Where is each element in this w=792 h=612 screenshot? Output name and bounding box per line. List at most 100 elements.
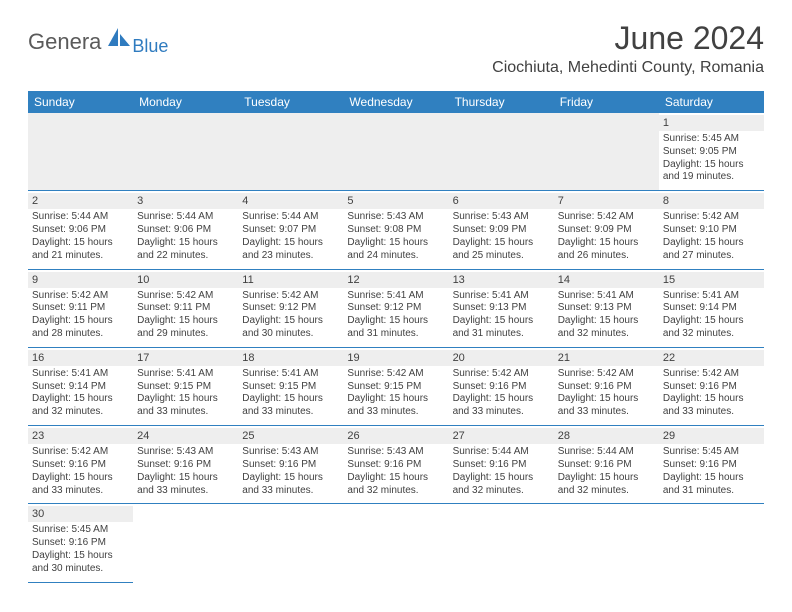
sunrise-text: Sunrise: 5:43 AM [242, 446, 339, 459]
day-number: 13 [449, 272, 554, 288]
calendar-cell: 15Sunrise: 5:41 AMSunset: 9:14 PMDayligh… [659, 269, 764, 347]
sunrise-text: Sunrise: 5:45 AM [32, 524, 129, 537]
sunrise-text: Sunrise: 5:44 AM [242, 211, 339, 224]
calendar-cell: 10Sunrise: 5:42 AMSunset: 9:11 PMDayligh… [133, 269, 238, 347]
calendar-cell: 23Sunrise: 5:42 AMSunset: 9:16 PMDayligh… [28, 426, 133, 504]
sunset-text: Sunset: 9:16 PM [558, 459, 655, 472]
weekday-header: Tuesday [238, 91, 343, 113]
day-number: 2 [28, 193, 133, 209]
weekday-header: Saturday [659, 91, 764, 113]
calendar-cell: 2Sunrise: 5:44 AMSunset: 9:06 PMDaylight… [28, 191, 133, 269]
calendar-cell: 8Sunrise: 5:42 AMSunset: 9:10 PMDaylight… [659, 191, 764, 269]
day-number: 18 [238, 350, 343, 366]
daylight-text: Daylight: 15 hours and 33 minutes. [558, 393, 655, 419]
calendar-week-row: 16Sunrise: 5:41 AMSunset: 9:14 PMDayligh… [28, 347, 764, 425]
daylight-text: Daylight: 15 hours and 31 minutes. [347, 315, 444, 341]
sunset-text: Sunset: 9:16 PM [32, 459, 129, 472]
daylight-text: Daylight: 15 hours and 30 minutes. [242, 315, 339, 341]
sunrise-text: Sunrise: 5:43 AM [137, 446, 234, 459]
logo-sub: Blue [132, 36, 168, 57]
day-number: 26 [343, 428, 448, 444]
day-number: 28 [554, 428, 659, 444]
sunrise-text: Sunrise: 5:42 AM [558, 368, 655, 381]
calendar-cell: 5Sunrise: 5:43 AMSunset: 9:08 PMDaylight… [343, 191, 448, 269]
sunset-text: Sunset: 9:14 PM [32, 381, 129, 394]
day-number: 24 [133, 428, 238, 444]
day-number: 25 [238, 428, 343, 444]
day-number: 30 [28, 506, 133, 522]
sunrise-text: Sunrise: 5:41 AM [453, 290, 550, 303]
day-number: 22 [659, 350, 764, 366]
header: Genera Blue June 2024 Ciochiuta, Mehedin… [28, 20, 764, 83]
calendar-cell [449, 113, 554, 191]
calendar-cell [554, 113, 659, 191]
daylight-text: Daylight: 15 hours and 32 minutes. [347, 472, 444, 498]
day-number: 3 [133, 193, 238, 209]
day-number: 16 [28, 350, 133, 366]
calendar-cell: 12Sunrise: 5:41 AMSunset: 9:12 PMDayligh… [343, 269, 448, 347]
sunset-text: Sunset: 9:08 PM [347, 224, 444, 237]
sunrise-text: Sunrise: 5:42 AM [558, 211, 655, 224]
day-number: 19 [343, 350, 448, 366]
sunset-text: Sunset: 9:16 PM [453, 381, 550, 394]
daylight-text: Daylight: 15 hours and 25 minutes. [453, 237, 550, 263]
sunrise-text: Sunrise: 5:42 AM [137, 290, 234, 303]
calendar-week-row: 1Sunrise: 5:45 AMSunset: 9:05 PMDaylight… [28, 113, 764, 191]
calendar-cell: 6Sunrise: 5:43 AMSunset: 9:09 PMDaylight… [449, 191, 554, 269]
calendar-body: 1Sunrise: 5:45 AMSunset: 9:05 PMDaylight… [28, 113, 764, 582]
calendar-cell: 25Sunrise: 5:43 AMSunset: 9:16 PMDayligh… [238, 426, 343, 504]
calendar-cell: 16Sunrise: 5:41 AMSunset: 9:14 PMDayligh… [28, 347, 133, 425]
day-number: 15 [659, 272, 764, 288]
sunset-text: Sunset: 9:09 PM [453, 224, 550, 237]
calendar-cell: 18Sunrise: 5:41 AMSunset: 9:15 PMDayligh… [238, 347, 343, 425]
calendar-table: Sunday Monday Tuesday Wednesday Thursday… [28, 91, 764, 583]
day-number: 11 [238, 272, 343, 288]
sunset-text: Sunset: 9:16 PM [663, 459, 760, 472]
sunrise-text: Sunrise: 5:43 AM [347, 446, 444, 459]
sunrise-text: Sunrise: 5:41 AM [558, 290, 655, 303]
daylight-text: Daylight: 15 hours and 32 minutes. [453, 472, 550, 498]
sunset-text: Sunset: 9:10 PM [663, 224, 760, 237]
day-number: 23 [28, 428, 133, 444]
weekday-header: Sunday [28, 91, 133, 113]
daylight-text: Daylight: 15 hours and 31 minutes. [453, 315, 550, 341]
daylight-text: Daylight: 15 hours and 26 minutes. [558, 237, 655, 263]
day-number: 27 [449, 428, 554, 444]
sunrise-text: Sunrise: 5:44 AM [558, 446, 655, 459]
calendar-week-row: 2Sunrise: 5:44 AMSunset: 9:06 PMDaylight… [28, 191, 764, 269]
title-month: June 2024 [492, 20, 764, 57]
daylight-text: Daylight: 15 hours and 32 minutes. [663, 315, 760, 341]
sunset-text: Sunset: 9:07 PM [242, 224, 339, 237]
day-number: 10 [133, 272, 238, 288]
title-location: Ciochiuta, Mehedinti County, Romania [492, 59, 764, 77]
calendar-cell [659, 504, 764, 582]
sunset-text: Sunset: 9:09 PM [558, 224, 655, 237]
calendar-cell [343, 113, 448, 191]
calendar-cell [133, 113, 238, 191]
sunset-text: Sunset: 9:14 PM [663, 302, 760, 315]
daylight-text: Daylight: 15 hours and 32 minutes. [32, 393, 129, 419]
calendar-cell: 17Sunrise: 5:41 AMSunset: 9:15 PMDayligh… [133, 347, 238, 425]
sunset-text: Sunset: 9:16 PM [663, 381, 760, 394]
daylight-text: Daylight: 15 hours and 33 minutes. [663, 393, 760, 419]
sunset-text: Sunset: 9:16 PM [558, 381, 655, 394]
sunrise-text: Sunrise: 5:42 AM [663, 368, 760, 381]
day-number: 12 [343, 272, 448, 288]
calendar-cell: 27Sunrise: 5:44 AMSunset: 9:16 PMDayligh… [449, 426, 554, 504]
sunset-text: Sunset: 9:11 PM [137, 302, 234, 315]
sunset-text: Sunset: 9:16 PM [137, 459, 234, 472]
calendar-cell: 13Sunrise: 5:41 AMSunset: 9:13 PMDayligh… [449, 269, 554, 347]
daylight-text: Daylight: 15 hours and 21 minutes. [32, 237, 129, 263]
sunrise-text: Sunrise: 5:41 AM [137, 368, 234, 381]
weekday-header: Wednesday [343, 91, 448, 113]
calendar-week-row: 30Sunrise: 5:45 AMSunset: 9:16 PMDayligh… [28, 504, 764, 582]
weekday-header: Thursday [449, 91, 554, 113]
sunset-text: Sunset: 9:16 PM [347, 459, 444, 472]
calendar-cell [238, 504, 343, 582]
daylight-text: Daylight: 15 hours and 33 minutes. [242, 472, 339, 498]
daylight-text: Daylight: 15 hours and 32 minutes. [558, 315, 655, 341]
sunset-text: Sunset: 9:16 PM [453, 459, 550, 472]
daylight-text: Daylight: 15 hours and 33 minutes. [32, 472, 129, 498]
daylight-text: Daylight: 15 hours and 32 minutes. [558, 472, 655, 498]
calendar-cell: 19Sunrise: 5:42 AMSunset: 9:15 PMDayligh… [343, 347, 448, 425]
